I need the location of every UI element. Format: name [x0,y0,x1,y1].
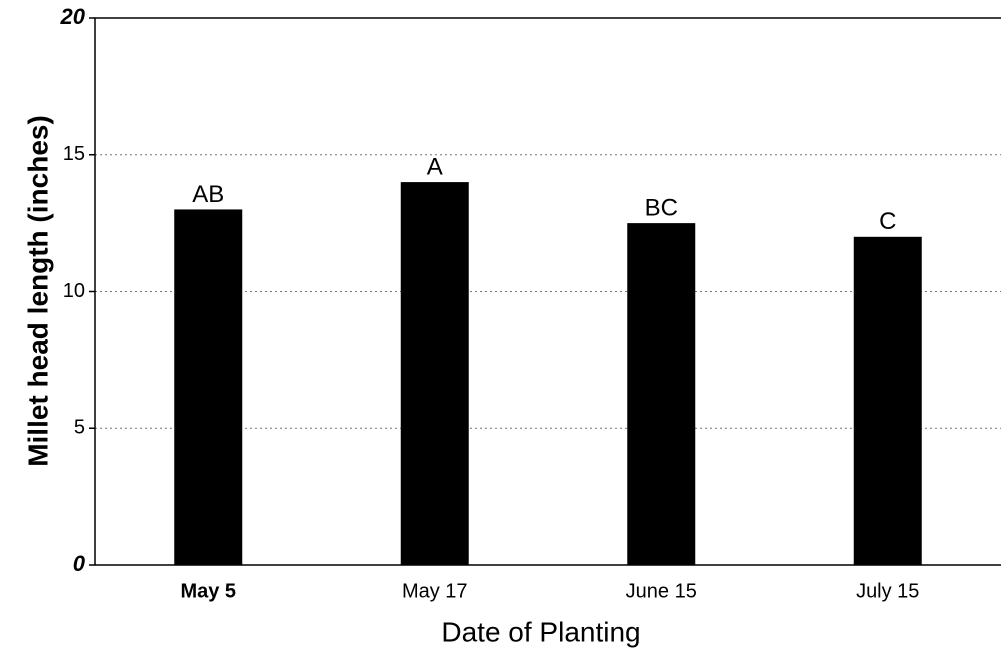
bar [627,223,696,565]
bar [174,209,243,565]
x-axis-label: Date of Planting [441,616,640,647]
y-tick-label: 20 [60,4,86,29]
bar [853,236,922,566]
x-tick-label: May 5 [180,580,236,602]
x-tick-label: June 15 [626,580,697,602]
x-tick-label: July 15 [856,580,919,602]
significance-letter: BC [645,194,678,221]
significance-letter: A [427,153,443,180]
y-tick-label: 15 [63,143,85,165]
x-tick-label: May 17 [402,580,468,602]
plot-frame [94,17,1001,566]
y-axis-label: Millet head length (inches) [22,115,53,467]
significance-letter: C [879,208,896,235]
y-tick-label: 10 [63,280,85,302]
significance-letter: AB [192,181,224,208]
bar [400,182,469,565]
y-tick-label: 0 [73,551,86,576]
y-tick-label: 5 [74,417,85,439]
